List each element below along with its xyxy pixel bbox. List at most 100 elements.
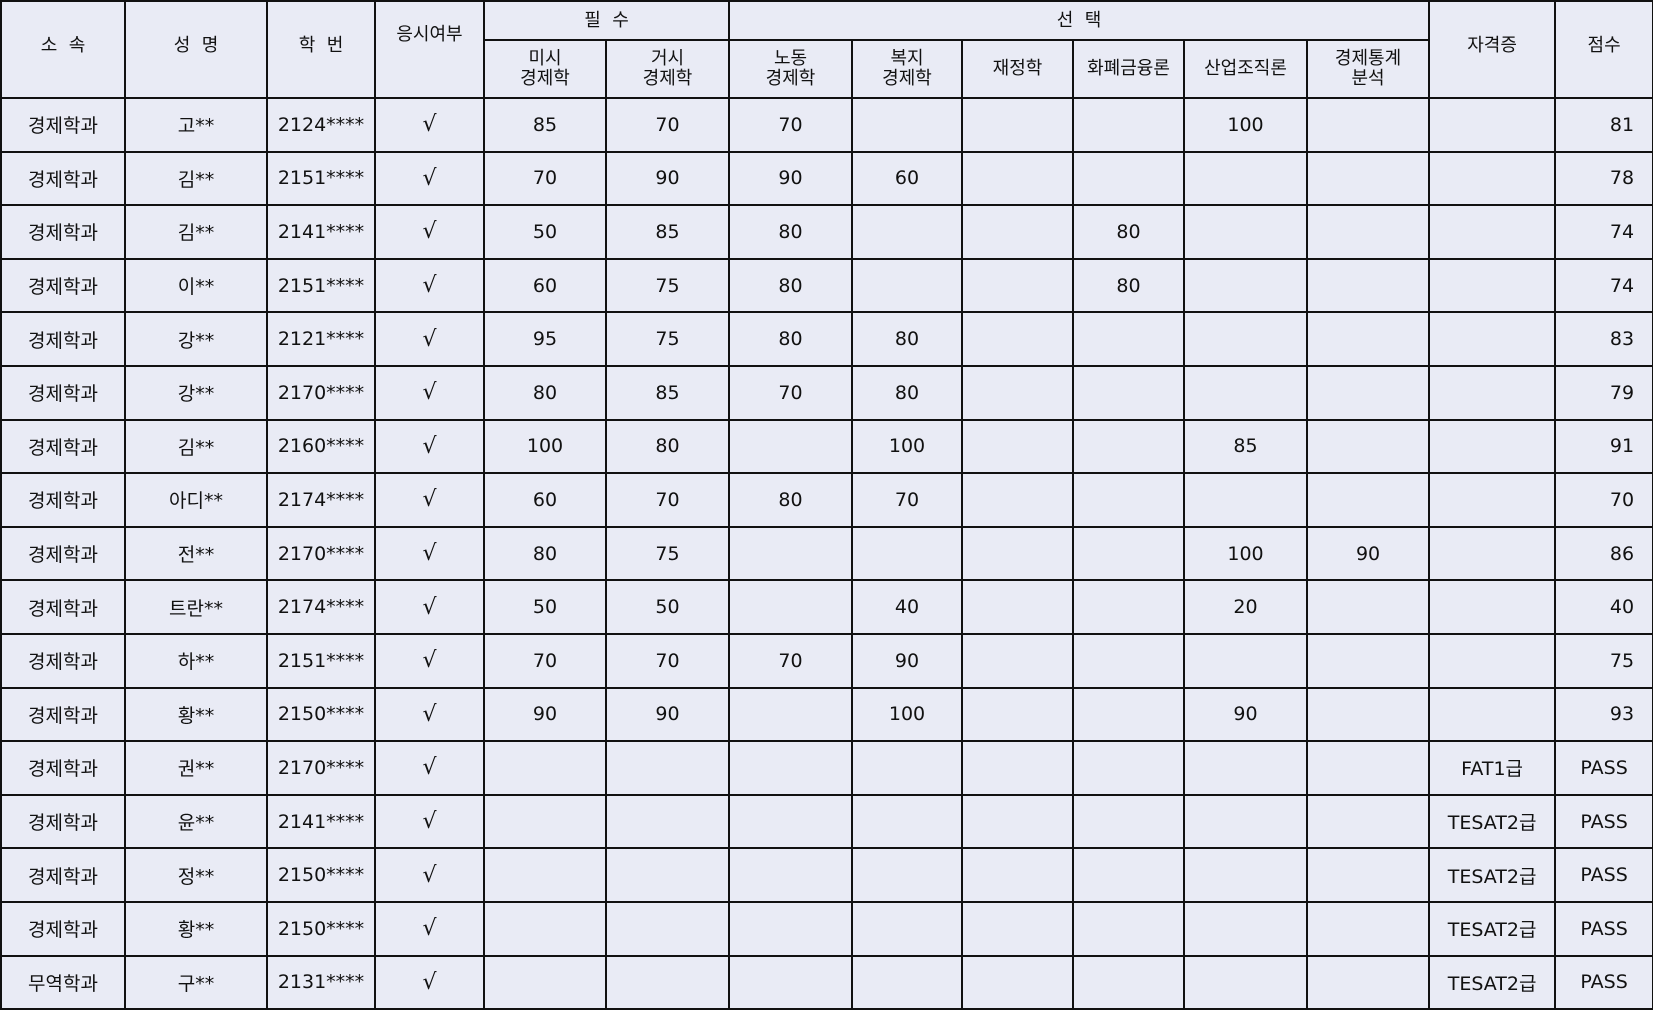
header-attended: 응시여부 — [374, 0, 485, 99]
cell-labor: 70 — [728, 632, 854, 689]
cell-score: 83 — [1554, 311, 1653, 367]
cell-attended: √ — [374, 97, 485, 153]
cell-macro — [604, 954, 731, 1011]
cell-student-id: 2151**** — [266, 150, 376, 207]
cell-industrial — [1183, 257, 1309, 314]
cell-welfare — [851, 900, 964, 957]
table-row: 경제학과 이** 2151**** √ 60 75 80 80 74 — [0, 257, 1653, 314]
header-certificate: 자격증 — [1428, 0, 1557, 99]
cell-industrial — [1183, 900, 1309, 957]
table-row: 경제학과 김** 2151**** √ 70 90 90 60 78 — [0, 150, 1653, 207]
header-score: 점수 — [1554, 0, 1653, 99]
cell-finance — [961, 525, 1075, 582]
cell-attended: √ — [374, 364, 485, 421]
cell-stats — [1306, 97, 1431, 153]
cell-money — [1072, 740, 1186, 796]
cell-industrial — [1183, 364, 1309, 421]
cell-dept: 경제학과 — [0, 204, 126, 260]
cell-labor: 80 — [728, 311, 854, 367]
cell-name: 구** — [124, 954, 268, 1011]
cell-micro: 70 — [483, 150, 607, 207]
cell-certificate: TESAT2급 — [1428, 793, 1557, 850]
cell-dept: 경제학과 — [0, 525, 126, 582]
cell-labor — [728, 740, 854, 796]
cell-money — [1072, 954, 1186, 1011]
cell-name: 황** — [124, 900, 268, 957]
cell-micro: 70 — [483, 632, 607, 689]
cell-student-id: 2131**** — [266, 954, 376, 1011]
cell-micro — [483, 793, 607, 850]
cell-welfare — [851, 204, 964, 260]
cell-welfare — [851, 954, 964, 1011]
cell-certificate — [1428, 204, 1557, 260]
cell-certificate — [1428, 686, 1557, 743]
cell-macro: 75 — [604, 311, 731, 367]
cell-student-id: 2141**** — [266, 793, 376, 850]
cell-money — [1072, 364, 1186, 421]
cell-micro: 100 — [483, 418, 607, 475]
cell-industrial — [1183, 740, 1309, 796]
cell-industrial — [1183, 311, 1309, 367]
cell-attended: √ — [374, 686, 485, 743]
cell-labor — [728, 686, 854, 743]
cell-student-id: 2121**** — [266, 311, 376, 367]
cell-finance — [961, 472, 1075, 528]
cell-dept: 무역학과 — [0, 954, 126, 1011]
cell-score: 70 — [1554, 472, 1653, 528]
cell-labor: 80 — [728, 204, 854, 260]
cell-macro: 90 — [604, 150, 731, 207]
cell-score: 91 — [1554, 418, 1653, 475]
cell-student-id: 2150**** — [266, 686, 376, 743]
cell-score: 86 — [1554, 525, 1653, 582]
cell-welfare: 40 — [851, 579, 964, 635]
cell-certificate — [1428, 311, 1557, 367]
table-row: 경제학과 윤** 2141**** √ TESAT2급 PASS — [0, 793, 1653, 850]
cell-dept: 경제학과 — [0, 847, 126, 903]
table-row: 경제학과 권** 2170**** √ FAT1급 PASS — [0, 740, 1653, 796]
cell-score: PASS — [1554, 900, 1653, 957]
cell-industrial: 85 — [1183, 418, 1309, 475]
cell-welfare: 80 — [851, 311, 964, 367]
cell-score: PASS — [1554, 793, 1653, 850]
cell-finance — [961, 418, 1075, 475]
cell-attended: √ — [374, 900, 485, 957]
cell-micro — [483, 847, 607, 903]
cell-finance — [961, 257, 1075, 314]
cell-micro: 80 — [483, 364, 607, 421]
cell-welfare: 90 — [851, 632, 964, 689]
cell-name: 트란** — [124, 579, 268, 635]
cell-stats — [1306, 793, 1431, 850]
cell-labor: 80 — [728, 257, 854, 314]
cell-welfare: 80 — [851, 364, 964, 421]
cell-micro: 60 — [483, 257, 607, 314]
cell-student-id: 2170**** — [266, 364, 376, 421]
cell-micro: 50 — [483, 579, 607, 635]
cell-score: 74 — [1554, 204, 1653, 260]
cell-student-id: 2170**** — [266, 740, 376, 796]
cell-micro — [483, 900, 607, 957]
cell-money — [1072, 847, 1186, 903]
cell-micro: 50 — [483, 204, 607, 260]
cell-money — [1072, 150, 1186, 207]
cell-welfare: 70 — [851, 472, 964, 528]
cell-micro: 60 — [483, 472, 607, 528]
cell-attended: √ — [374, 793, 485, 850]
cell-certificate — [1428, 97, 1557, 153]
cell-stats — [1306, 579, 1431, 635]
cell-macro: 50 — [604, 579, 731, 635]
cell-name: 아디** — [124, 472, 268, 528]
cell-welfare — [851, 525, 964, 582]
cell-finance — [961, 364, 1075, 421]
header-dept: 소 속 — [0, 0, 126, 99]
cell-attended: √ — [374, 525, 485, 582]
cell-dept: 경제학과 — [0, 900, 126, 957]
cell-stats — [1306, 632, 1431, 689]
cell-labor — [728, 525, 854, 582]
cell-stats — [1306, 418, 1431, 475]
header-macro: 거시 경제학 — [604, 39, 731, 99]
cell-certificate — [1428, 472, 1557, 528]
cell-macro: 75 — [604, 525, 731, 582]
cell-welfare — [851, 257, 964, 314]
cell-attended: √ — [374, 257, 485, 314]
cell-stats — [1306, 847, 1431, 903]
